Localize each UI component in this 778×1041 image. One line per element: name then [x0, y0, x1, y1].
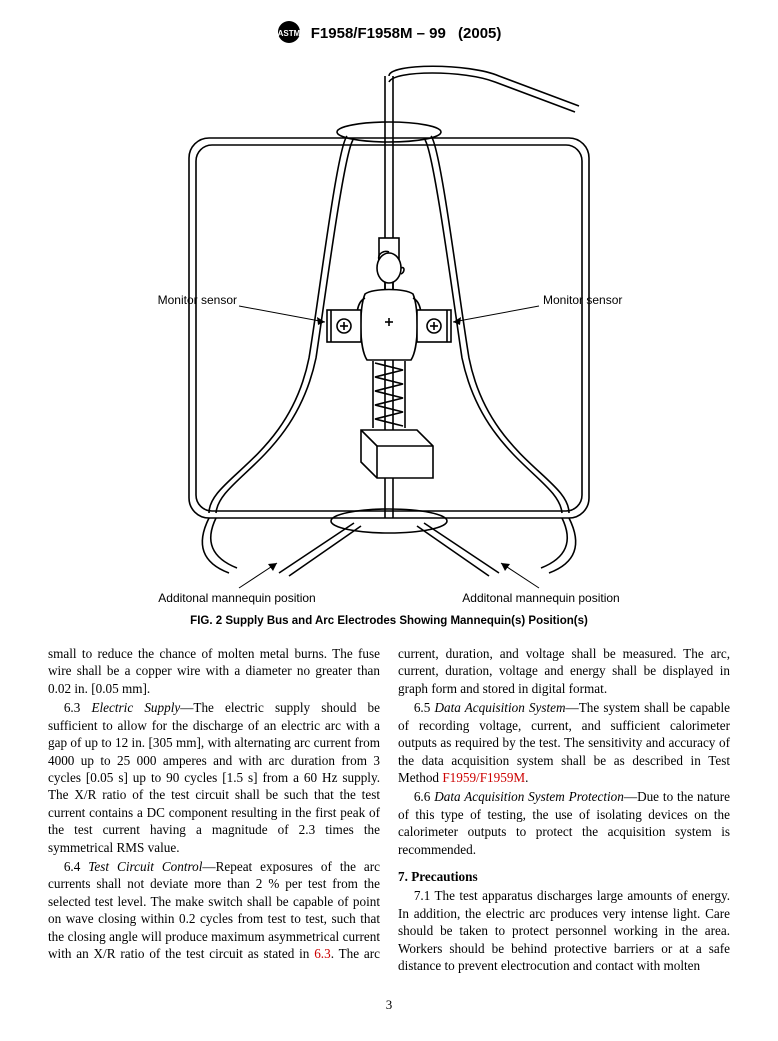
label-monitor-right: Monitor sensor	[543, 293, 622, 307]
para-continued: small to reduce the chance of molten met…	[48, 645, 380, 697]
clause-title: Data Acquisition System	[434, 700, 565, 715]
clause-body: The test apparatus discharges large amou…	[398, 888, 730, 973]
clause-body-b: .	[525, 770, 528, 785]
para-6-3: 6.3 Electric Supply—The electric supply …	[48, 699, 380, 856]
page-number: 3	[48, 997, 730, 1013]
clause-title: Test Circuit Control	[88, 859, 202, 874]
section-7-head: 7. Precautions	[398, 868, 730, 885]
svg-text:ASTM: ASTM	[277, 29, 300, 38]
label-add-left: Additonal mannequin position	[158, 591, 315, 605]
clause-title: Electric Supply	[91, 700, 180, 715]
clause-num: 6.6	[414, 789, 430, 804]
clause-num: 6.3	[64, 700, 80, 715]
figure-caption: FIG. 2 Supply Bus and Arc Electrodes Sho…	[48, 615, 730, 627]
clause-num: 7.1	[414, 888, 430, 903]
para-7-1: 7.1 The test apparatus discharges large …	[398, 887, 730, 974]
body-text: small to reduce the chance of molten met…	[48, 645, 730, 975]
clause-title: Data Acquisition System Protection	[434, 789, 624, 804]
figure-2: Monitor sensor Monitor sensor Additonal …	[48, 58, 730, 627]
para-6-6: 6.6 Data Acquisition System Protection—D…	[398, 788, 730, 858]
clause-num: 6.4	[64, 859, 80, 874]
astm-logo: ASTM	[277, 20, 301, 48]
label-monitor-left: Monitor sensor	[158, 293, 237, 307]
doc-header: ASTM F1958/F1958M – 99 (2005)	[48, 20, 730, 48]
clause-body: —The electric supply should be sufficien…	[48, 700, 380, 854]
para-6-5: 6.5 Data Acquisition System—The system s…	[398, 699, 730, 786]
xref-6-3: 6.3	[314, 946, 330, 961]
xref-f1959: F1959/F1959M	[442, 770, 525, 785]
label-add-right: Additonal mannequin position	[462, 591, 619, 605]
designation: F1958/F1958M – 99	[311, 25, 446, 42]
year: (2005)	[458, 25, 501, 42]
clause-num: 6.5	[414, 700, 430, 715]
